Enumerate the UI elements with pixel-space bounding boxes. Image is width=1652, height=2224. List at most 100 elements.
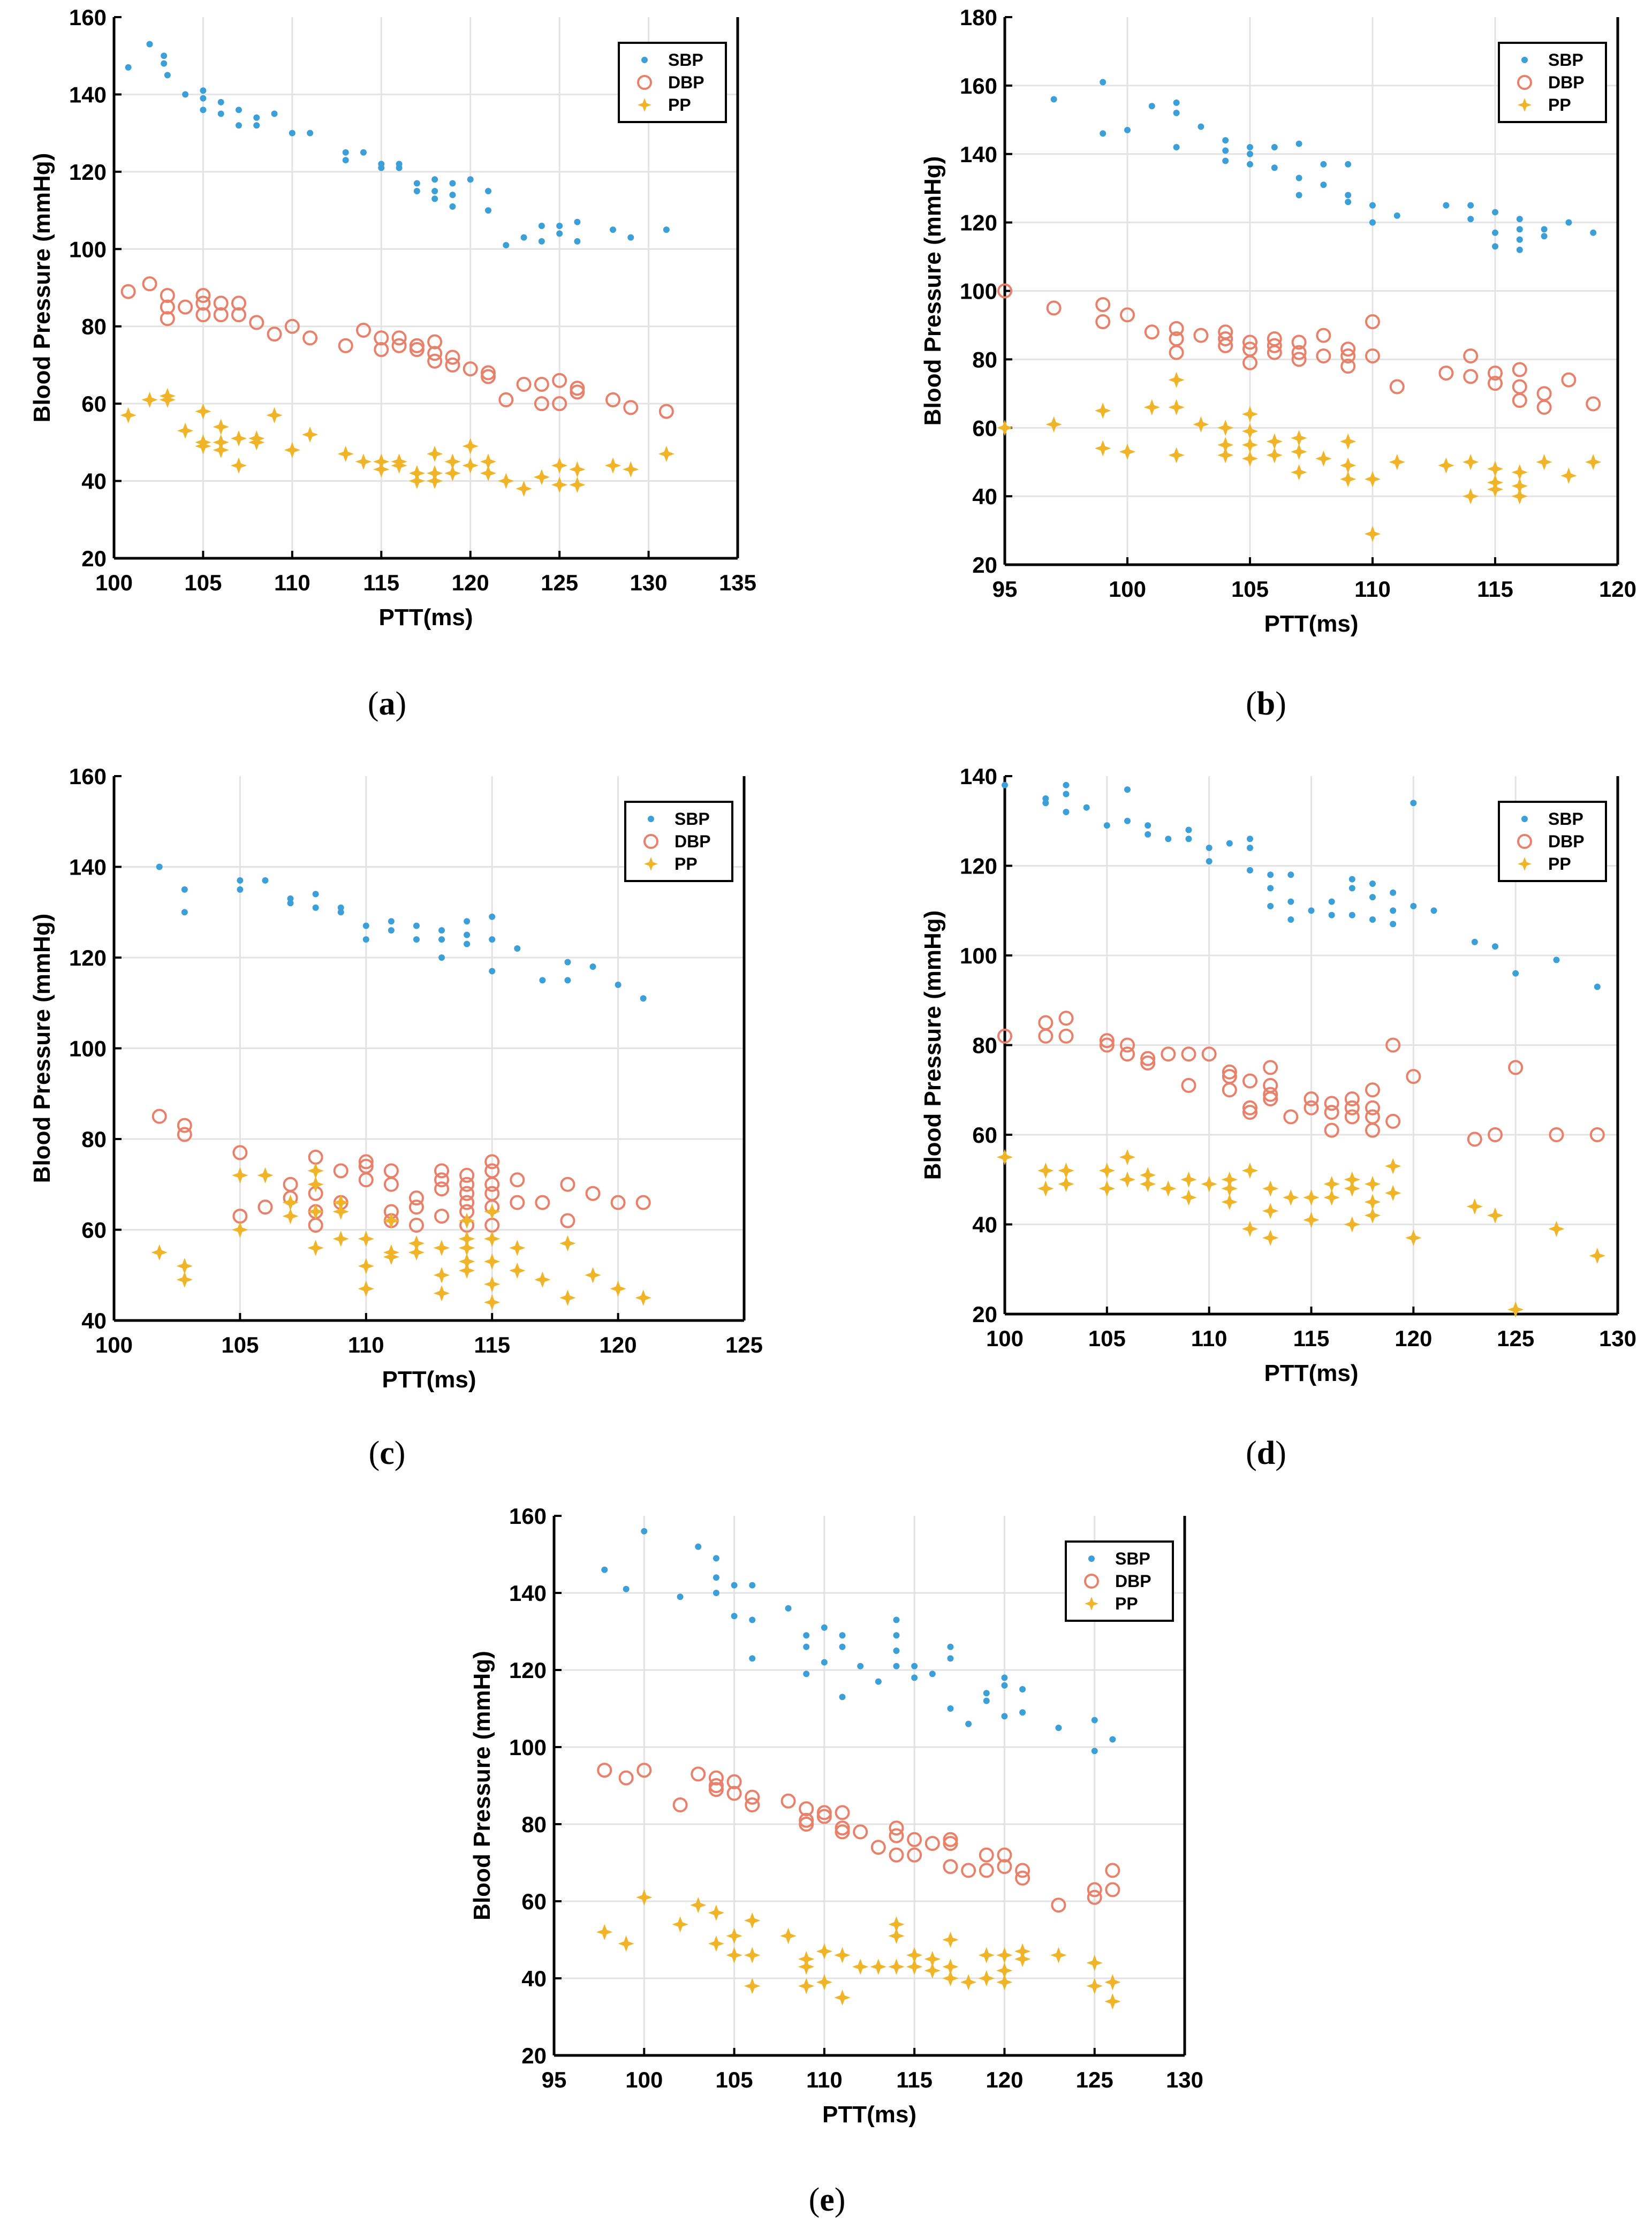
sbp-point <box>601 1566 608 1573</box>
dbp-point <box>1549 1127 1564 1142</box>
dbp-point <box>1463 369 1479 384</box>
sbp-point <box>821 1659 828 1666</box>
y-tick-label: 160 <box>69 764 107 789</box>
sbp-point <box>431 195 438 202</box>
dbp-point <box>284 318 300 334</box>
y-tick-label: 100 <box>69 1036 107 1061</box>
dbp-point <box>997 1847 1012 1863</box>
pp-point <box>1385 1158 1401 1174</box>
dbp-point <box>1463 348 1479 363</box>
dbp-point <box>338 338 353 353</box>
sbp-point <box>1443 202 1450 209</box>
pp-point <box>1168 371 1185 388</box>
dbp-point <box>333 1163 348 1179</box>
y-tick-label: 160 <box>960 73 997 98</box>
pp-point <box>1466 1198 1483 1215</box>
pp-point <box>1266 447 1283 464</box>
sbp-point <box>893 1663 900 1669</box>
legend: SBP DBP PP <box>618 42 727 123</box>
y-tick-label: 100 <box>69 237 107 262</box>
legend: SBP DBP PP <box>1065 1540 1174 1622</box>
sbp-point <box>695 1543 702 1550</box>
sbp-point <box>217 110 224 117</box>
x-tick-label: 125 <box>541 570 578 595</box>
sbp-point <box>1345 192 1352 199</box>
x-tick-label: 105 <box>221 1332 259 1357</box>
dbp-point <box>1324 1122 1339 1138</box>
pp-point <box>141 391 158 408</box>
sbp-point <box>1345 199 1352 206</box>
sbp-point <box>1320 161 1327 168</box>
sbp-point <box>731 1582 738 1589</box>
y-tick-label: 20 <box>972 1302 997 1327</box>
dbp-point <box>623 400 639 415</box>
sbp-point <box>485 187 491 194</box>
pp-point <box>888 1927 905 1944</box>
sbp-point <box>489 968 496 975</box>
dbp-point <box>481 369 496 384</box>
pp-point <box>604 457 622 474</box>
pp-point <box>1507 1301 1524 1318</box>
sbp-point <box>1369 881 1376 887</box>
series-sbp <box>156 863 647 1002</box>
x-axis-title: PTT(ms) <box>822 2101 916 2128</box>
chart-panel-a: 100 105 110 115 120 125 130 135 20 40 60 80 100 120 14… <box>29 5 756 722</box>
sbp-point <box>1267 885 1274 892</box>
sbp-point <box>438 927 445 934</box>
y-tick-label: 160 <box>509 1504 547 1529</box>
pp-point <box>1241 1162 1259 1179</box>
pp-point <box>1201 1175 1217 1193</box>
series-dbp <box>120 276 674 419</box>
y-tick-label: 60 <box>81 1218 107 1243</box>
dbp-point <box>1120 1037 1135 1053</box>
sbp-point <box>1541 233 1548 240</box>
dbp-point <box>1140 1056 1156 1071</box>
sbp-point <box>1369 219 1376 226</box>
y-tick-label: 120 <box>69 160 107 185</box>
dbp-point <box>195 295 211 311</box>
pp-point <box>358 1258 374 1274</box>
y-tick-label: 140 <box>960 142 997 167</box>
pp-point <box>484 1203 501 1220</box>
dbp-point <box>1365 348 1380 363</box>
dbp-point <box>943 1859 958 1874</box>
sbp-point <box>1369 894 1376 901</box>
dbp-point <box>1218 331 1233 347</box>
sbp-point <box>337 904 344 911</box>
dbp-point <box>231 295 246 311</box>
pp-point <box>1585 454 1602 470</box>
y-axis-title: Blood Pressure (mmHg) <box>469 1651 495 1921</box>
sbp-point <box>287 900 294 907</box>
pp-point <box>1344 1180 1360 1197</box>
dbp-point <box>1512 362 1527 377</box>
dbp-point <box>1304 1100 1319 1115</box>
sbp-point <box>1393 212 1400 219</box>
dbp-point <box>570 384 585 400</box>
pp-point <box>1283 1189 1299 1206</box>
sbp-point <box>1430 907 1437 914</box>
y-tick-label: 40 <box>81 1308 107 1333</box>
pp-point <box>426 445 443 462</box>
legend-label-pp: PP <box>1115 1594 1138 1613</box>
pp-point <box>1438 457 1454 474</box>
sbp-point <box>1345 161 1352 168</box>
sbp-point <box>893 1648 900 1654</box>
dbp-point <box>1304 1091 1319 1106</box>
x-axis-title: PTT(ms) <box>382 1367 476 1393</box>
sbp-point <box>1055 1725 1062 1731</box>
sbp-point <box>236 122 242 129</box>
pp-point <box>816 1943 833 1960</box>
dbp-point <box>1365 1100 1380 1115</box>
pp-point <box>498 473 514 489</box>
series-pp <box>996 371 1602 542</box>
dbp-point <box>889 1820 904 1836</box>
pp-point <box>195 403 211 420</box>
dbp-point <box>120 284 136 299</box>
dbp-point <box>356 322 371 338</box>
pp-point <box>569 476 586 493</box>
pp-point <box>1340 433 1357 450</box>
dbp-point <box>1058 1028 1074 1044</box>
sbp-point <box>749 1582 756 1589</box>
legend-marker-dbp <box>1517 75 1532 90</box>
